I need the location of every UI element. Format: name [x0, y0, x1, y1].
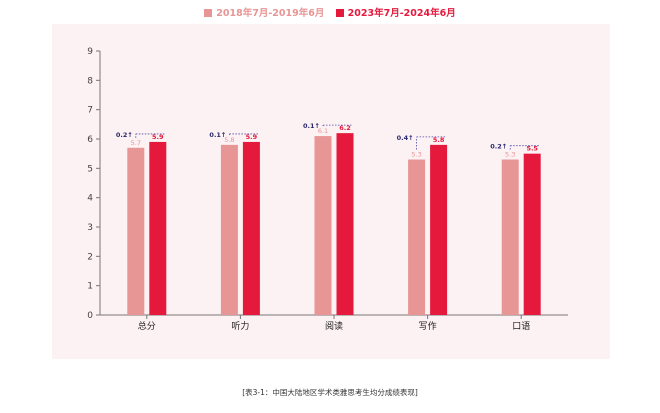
y-tick-label: 3 [87, 223, 93, 233]
data-label-series-1: 5.7 [131, 139, 141, 147]
delta-label: 0.4↑ [397, 134, 414, 142]
data-label-series-1: 5.3 [411, 151, 421, 159]
x-tick-label: 阅读 [325, 320, 343, 332]
x-tick-label: 写作 [419, 320, 437, 332]
delta-label: 0.1↑ [209, 131, 226, 139]
y-tick-label: 6 [87, 135, 93, 145]
x-tick-label: 总分 [138, 320, 156, 332]
figure-caption: [表3-1：中国大陆地区学术类雅思考生均分成绩表现] [0, 387, 660, 398]
x-tick-label: 听力 [231, 320, 249, 332]
bar-series-1 [502, 160, 519, 315]
delta-label: 0.1↑ [303, 122, 320, 130]
bar-series-1 [127, 148, 144, 315]
bar-series-2 [243, 142, 260, 315]
y-tick-label: 9 [87, 47, 93, 57]
y-tick-label: 8 [87, 76, 93, 86]
data-label-series-1: 5.3 [505, 151, 515, 159]
y-tick-label: 4 [87, 194, 93, 204]
bar-series-2 [337, 133, 354, 315]
y-tick-label: 1 [87, 282, 93, 292]
bar-series-2 [149, 142, 166, 315]
bar-series-1 [315, 136, 332, 315]
y-tick-label: 7 [87, 106, 93, 116]
y-tick-label: 5 [87, 164, 93, 174]
delta-label: 0.2↑ [116, 131, 133, 139]
bar-series-2 [430, 145, 447, 315]
y-tick-label: 2 [87, 252, 93, 262]
bar-series-1 [408, 160, 425, 315]
bar-series-2 [524, 154, 541, 315]
bar-series-1 [221, 145, 238, 315]
delta-label: 0.2↑ [490, 143, 507, 151]
x-tick-label: 口语 [512, 321, 530, 332]
y-tick-label: 0 [87, 311, 93, 321]
